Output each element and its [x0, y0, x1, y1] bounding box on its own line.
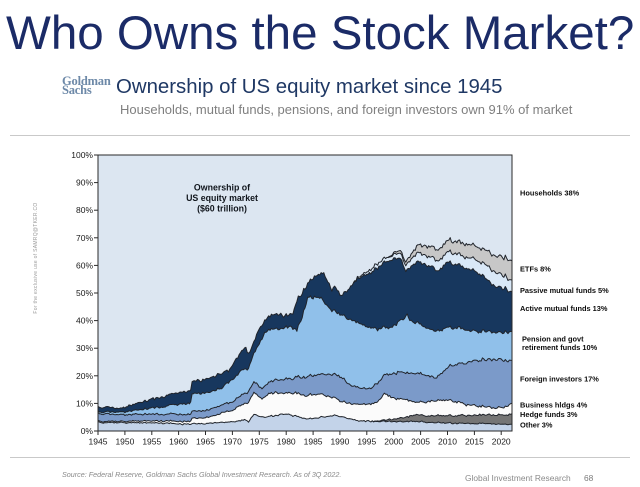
svg-text:1985: 1985 [304, 436, 323, 446]
svg-text:Business hldgs 4%: Business hldgs 4% [520, 401, 588, 410]
svg-text:($60 trillion): ($60 trillion) [197, 204, 247, 214]
svg-text:10%: 10% [76, 398, 93, 408]
svg-text:30%: 30% [76, 343, 93, 353]
svg-text:1975: 1975 [250, 436, 269, 446]
svg-text:Hedge funds 3%: Hedge funds 3% [520, 410, 578, 419]
svg-text:1995: 1995 [357, 436, 376, 446]
svg-text:Pension and govt: Pension and govt [522, 335, 584, 344]
svg-text:1950: 1950 [115, 436, 134, 446]
svg-text:1960: 1960 [169, 436, 188, 446]
svg-text:2020: 2020 [492, 436, 511, 446]
svg-text:US equity market: US equity market [186, 193, 258, 203]
svg-text:1955: 1955 [142, 436, 161, 446]
svg-text:ETFs 8%: ETFs 8% [520, 265, 551, 274]
svg-text:Ownership of: Ownership of [194, 183, 250, 193]
svg-text:2005: 2005 [411, 436, 430, 446]
svg-text:2000: 2000 [384, 436, 403, 446]
svg-text:40%: 40% [76, 316, 93, 326]
svg-text:1990: 1990 [330, 436, 349, 446]
svg-text:retirement funds 10%: retirement funds 10% [522, 343, 598, 352]
svg-text:100%: 100% [71, 150, 93, 160]
svg-text:Foreign investors 17%: Foreign investors 17% [520, 375, 599, 384]
svg-text:0%: 0% [81, 426, 94, 436]
svg-text:1980: 1980 [277, 436, 296, 446]
svg-text:70%: 70% [76, 233, 93, 243]
svg-text:60%: 60% [76, 260, 93, 270]
svg-text:80%: 80% [76, 205, 93, 215]
svg-text:50%: 50% [76, 288, 93, 298]
svg-text:Active mutual funds 13%: Active mutual funds 13% [520, 304, 608, 313]
svg-text:Other 3%: Other 3% [520, 421, 553, 430]
svg-text:1945: 1945 [89, 436, 108, 446]
svg-text:90%: 90% [76, 178, 93, 188]
svg-text:2010: 2010 [438, 436, 457, 446]
svg-text:1965: 1965 [196, 436, 215, 446]
svg-text:2015: 2015 [465, 436, 484, 446]
svg-text:Households 38%: Households 38% [520, 189, 580, 198]
svg-text:1970: 1970 [223, 436, 242, 446]
svg-text:20%: 20% [76, 371, 93, 381]
svg-text:Passive mutual funds 5%: Passive mutual funds 5% [520, 286, 609, 295]
